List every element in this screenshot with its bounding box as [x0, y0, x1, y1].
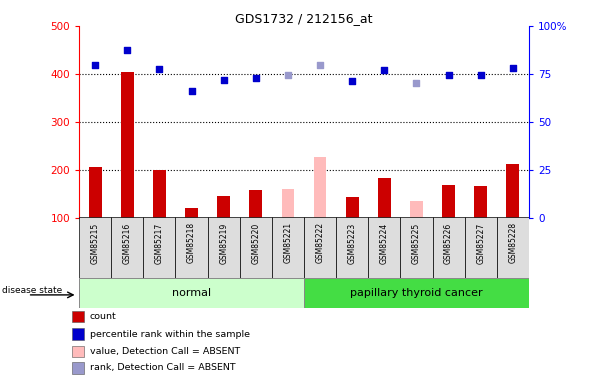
- Text: rank, Detection Call = ABSENT: rank, Detection Call = ABSENT: [89, 363, 235, 372]
- Bar: [368, 217, 401, 278]
- Text: GSM85227: GSM85227: [476, 222, 485, 264]
- Text: GSM85217: GSM85217: [155, 222, 164, 264]
- Bar: [153, 170, 166, 217]
- Text: GSM85222: GSM85222: [316, 222, 325, 263]
- Bar: [474, 186, 487, 218]
- Point: [508, 65, 518, 71]
- Point: [315, 63, 325, 69]
- Point: [122, 47, 132, 53]
- Bar: [143, 217, 176, 278]
- Point: [251, 75, 261, 81]
- Text: count: count: [89, 312, 116, 321]
- Bar: [432, 217, 465, 278]
- Text: GSM85226: GSM85226: [444, 222, 453, 264]
- Bar: [111, 217, 143, 278]
- Bar: [176, 217, 207, 278]
- Point: [283, 72, 293, 78]
- Point: [219, 77, 229, 83]
- Bar: [79, 217, 111, 278]
- Bar: [378, 178, 391, 218]
- Text: disease state: disease state: [2, 286, 62, 295]
- Text: GSM85225: GSM85225: [412, 222, 421, 264]
- Bar: [185, 208, 198, 218]
- Text: GSM85221: GSM85221: [283, 222, 292, 263]
- Point: [347, 78, 357, 84]
- Bar: [336, 217, 368, 278]
- Bar: [304, 278, 529, 308]
- Bar: [240, 217, 272, 278]
- Bar: [217, 196, 230, 217]
- Point: [412, 80, 421, 86]
- Bar: [314, 157, 326, 218]
- Text: percentile rank within the sample: percentile rank within the sample: [89, 330, 250, 339]
- Text: GSM85228: GSM85228: [508, 222, 517, 263]
- Text: papillary thyroid cancer: papillary thyroid cancer: [350, 288, 483, 297]
- Text: GSM85215: GSM85215: [91, 222, 100, 264]
- Bar: [465, 217, 497, 278]
- Text: value, Detection Call = ABSENT: value, Detection Call = ABSENT: [89, 347, 240, 356]
- Text: normal: normal: [172, 288, 211, 297]
- Point: [379, 67, 389, 73]
- Bar: [79, 278, 304, 308]
- Bar: [497, 217, 529, 278]
- Point: [90, 62, 100, 68]
- Title: GDS1732 / 212156_at: GDS1732 / 212156_at: [235, 12, 373, 25]
- Point: [187, 88, 196, 94]
- Point: [444, 72, 454, 78]
- Bar: [401, 217, 432, 278]
- Bar: [89, 167, 102, 217]
- Bar: [282, 189, 294, 217]
- Text: GSM85219: GSM85219: [219, 222, 228, 264]
- Bar: [72, 346, 84, 357]
- Bar: [442, 185, 455, 218]
- Bar: [249, 190, 262, 217]
- Bar: [304, 217, 336, 278]
- Text: GSM85218: GSM85218: [187, 222, 196, 263]
- Bar: [72, 362, 84, 374]
- Point: [154, 66, 164, 72]
- Bar: [72, 311, 84, 322]
- Bar: [72, 328, 84, 340]
- Bar: [410, 201, 423, 217]
- Text: GSM85224: GSM85224: [380, 222, 389, 264]
- Bar: [272, 217, 304, 278]
- Bar: [121, 72, 134, 217]
- Bar: [207, 217, 240, 278]
- Bar: [506, 164, 519, 218]
- Text: GSM85220: GSM85220: [251, 222, 260, 264]
- Text: GSM85216: GSM85216: [123, 222, 132, 264]
- Point: [476, 72, 486, 78]
- Text: GSM85223: GSM85223: [348, 222, 357, 264]
- Bar: [346, 197, 359, 217]
